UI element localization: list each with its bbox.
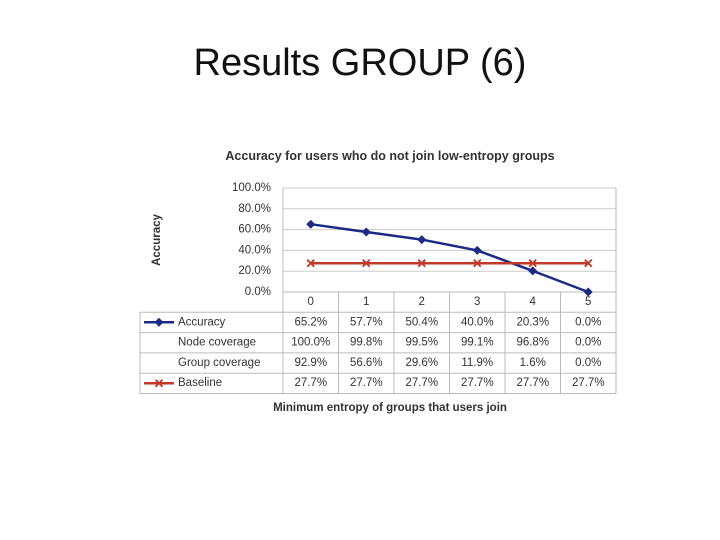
y-tick-label: 100.0%: [232, 182, 271, 194]
x-tick-label: 2: [419, 296, 425, 308]
y-tick-label: 0.0%: [245, 286, 271, 298]
table-cell: 100.0%: [291, 337, 330, 349]
x-tick-label: 4: [530, 296, 537, 308]
series-line: [310, 222, 589, 294]
table-cell: 29.6%: [405, 357, 438, 369]
legend-label: Node coverage: [178, 337, 256, 349]
marker: [583, 287, 593, 297]
marker: [306, 259, 315, 268]
x-tick-label: 3: [474, 296, 480, 308]
marker: [528, 266, 538, 276]
table-cell: 92.9%: [294, 357, 327, 369]
table-cell: 56.6%: [350, 357, 383, 369]
marker: [154, 317, 164, 327]
legend-label: Accuracy: [178, 316, 226, 328]
table-cell: 11.9%: [461, 357, 493, 369]
y-tick-label: 20.0%: [238, 265, 271, 277]
chart-title: Accuracy for users who do not join low-e…: [225, 149, 555, 163]
y-axis-label: Accuracy: [151, 214, 163, 266]
marker: [528, 259, 537, 268]
x-tick-label: 1: [363, 296, 369, 308]
marker: [362, 259, 371, 268]
y-tick-label: 60.0%: [238, 224, 271, 236]
table-cell: 27.7%: [405, 377, 438, 389]
table-cell: 27.7%: [294, 377, 327, 389]
marker: [154, 379, 164, 388]
table-cell: 1.6%: [520, 357, 546, 369]
table-cell: 96.8%: [516, 337, 549, 349]
marker: [417, 259, 426, 268]
table-cell: 27.7%: [461, 377, 494, 389]
marker: [584, 259, 593, 268]
x-tick-label: 5: [585, 296, 591, 308]
y-tick-label: 40.0%: [238, 244, 271, 256]
marker: [473, 259, 482, 268]
marker: [417, 235, 427, 245]
x-tick-label: 0: [308, 296, 314, 308]
table-cell: 27.7%: [572, 377, 605, 389]
table-cell: 0.0%: [575, 337, 601, 349]
table-cell: 65.2%: [294, 316, 327, 328]
table-cell: 99.5%: [405, 337, 438, 349]
table-cell: 20.3%: [516, 316, 549, 328]
marker: [361, 227, 371, 237]
table-cell: 99.8%: [350, 337, 383, 349]
marker: [306, 219, 316, 229]
slide-title: Results GROUP (6): [193, 42, 527, 84]
table-cell: 57.7%: [350, 316, 383, 328]
table-cell: 27.7%: [350, 377, 383, 389]
y-tick-label: 80.0%: [238, 203, 271, 215]
table-cell: 40.0%: [461, 316, 494, 328]
table-cell: 99.1%: [461, 337, 494, 349]
x-axis-label: Minimum entropy of groups that users joi…: [273, 402, 507, 414]
legend-label: Group coverage: [178, 357, 260, 369]
legend-label: Baseline: [178, 377, 222, 389]
table-cell: 0.0%: [575, 316, 601, 328]
table-cell: 50.4%: [405, 316, 438, 328]
table-cell: 27.7%: [516, 377, 549, 389]
marker: [472, 245, 482, 255]
table-cell: 0.0%: [575, 357, 601, 369]
